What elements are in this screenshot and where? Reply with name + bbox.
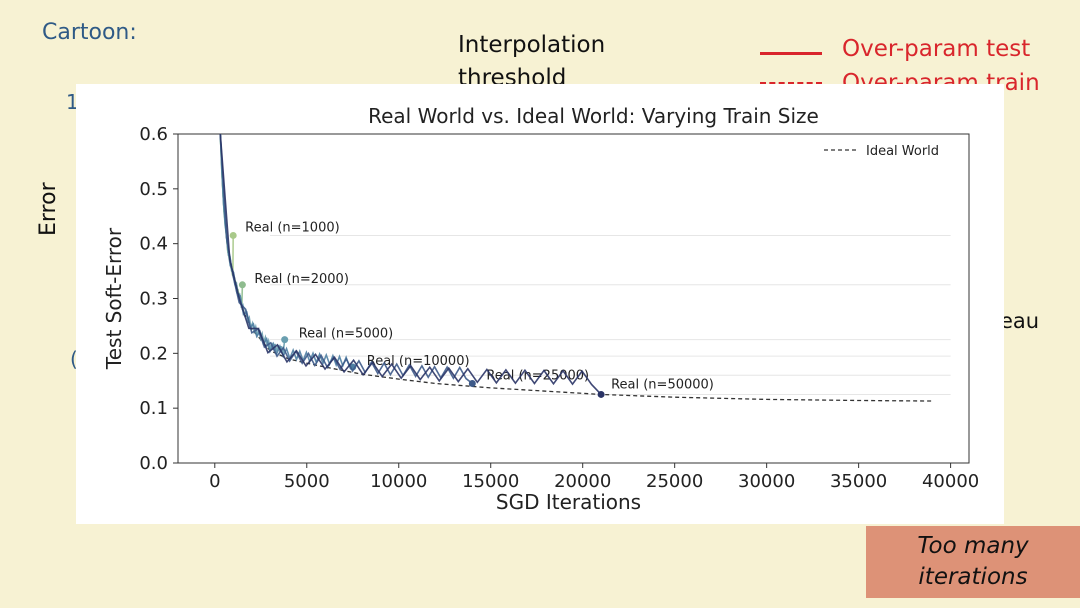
legend-train-line-swatch <box>760 82 822 85</box>
background-error-axis-label: Error <box>36 182 61 236</box>
series-line-5 <box>219 133 602 396</box>
series-endpoint-2 <box>281 336 289 344</box>
chart-panel: 0 5000 10000 15000 20000 25000 30000 35000 40000… <box>76 84 1004 524</box>
x-tick-label-20000: 20000 <box>554 471 611 492</box>
series-endpoint-0 <box>229 231 237 239</box>
series-endpoint-4 <box>468 379 476 387</box>
chart-title: Real World vs. Ideal World: Varying Trai… <box>368 104 819 128</box>
series-endpoint-5 <box>597 390 605 398</box>
legend-test-line-swatch <box>760 52 822 55</box>
background-fragment-one: 1 <box>66 90 79 114</box>
callout-line-1: Too many <box>917 533 1029 559</box>
plot-frame <box>177 133 970 464</box>
too-many-iterations-callout: Too many iterations <box>866 526 1080 598</box>
series-line-2 <box>219 133 286 354</box>
ideal-world-line <box>219 133 933 402</box>
y-tick-label-0.1: 0.1 <box>139 398 168 419</box>
series-line-4 <box>219 133 473 385</box>
series-line-1 <box>219 133 244 307</box>
x-tick-label-30000: 30000 <box>738 471 795 492</box>
x-tick-label-25000: 25000 <box>646 471 703 492</box>
cartoon-label: Cartoon: <box>42 20 137 45</box>
interpolation-threshold-label: Interpolation threshold <box>458 29 605 95</box>
y-tick-label-0: 0.0 <box>139 453 168 474</box>
x-tick-label-5000: 5000 <box>284 471 330 492</box>
y-tick-label-0.3: 0.3 <box>139 289 168 310</box>
y-tick-label-0.5: 0.5 <box>139 179 168 200</box>
y-tick-label-0.6: 0.6 <box>139 124 168 145</box>
y-axis-label: Test Soft-Error <box>102 227 126 370</box>
series-label-0: Real (n=1000) <box>245 220 340 235</box>
series-endpoint-1 <box>238 281 246 289</box>
x-tick-label-40000: 40000 <box>922 471 979 492</box>
series-label-2: Real (n=5000) <box>299 327 394 342</box>
chart-legend-label: Ideal World <box>866 144 939 159</box>
background-fragment-paren: ( <box>70 347 78 371</box>
callout-line-2: iterations <box>918 564 1028 590</box>
y-tick-label-0.4: 0.4 <box>139 234 168 255</box>
x-tick-label-15000: 15000 <box>462 471 519 492</box>
chart-svg: 0 5000 10000 15000 20000 25000 30000 35000 40000… <box>102 104 979 514</box>
series-label-5: Real (n=50000) <box>611 377 714 392</box>
plot-layer: 0 5000 10000 15000 20000 25000 30000 35000 40000… <box>102 104 979 514</box>
legend-test-label: Over-param test <box>842 36 1031 62</box>
x-tick-label-35000: 35000 <box>830 471 887 492</box>
x-tick-label-0: 0 <box>209 471 220 492</box>
series-label-1: Real (n=2000) <box>254 272 349 287</box>
background-fragment-plateau: eau <box>1000 309 1040 333</box>
interp-line-1: Interpolation <box>458 32 606 58</box>
x-axis-label: SGD Iterations <box>496 490 641 514</box>
x-tick-label-10000: 10000 <box>370 471 427 492</box>
y-tick-label-0.2: 0.2 <box>139 343 168 364</box>
